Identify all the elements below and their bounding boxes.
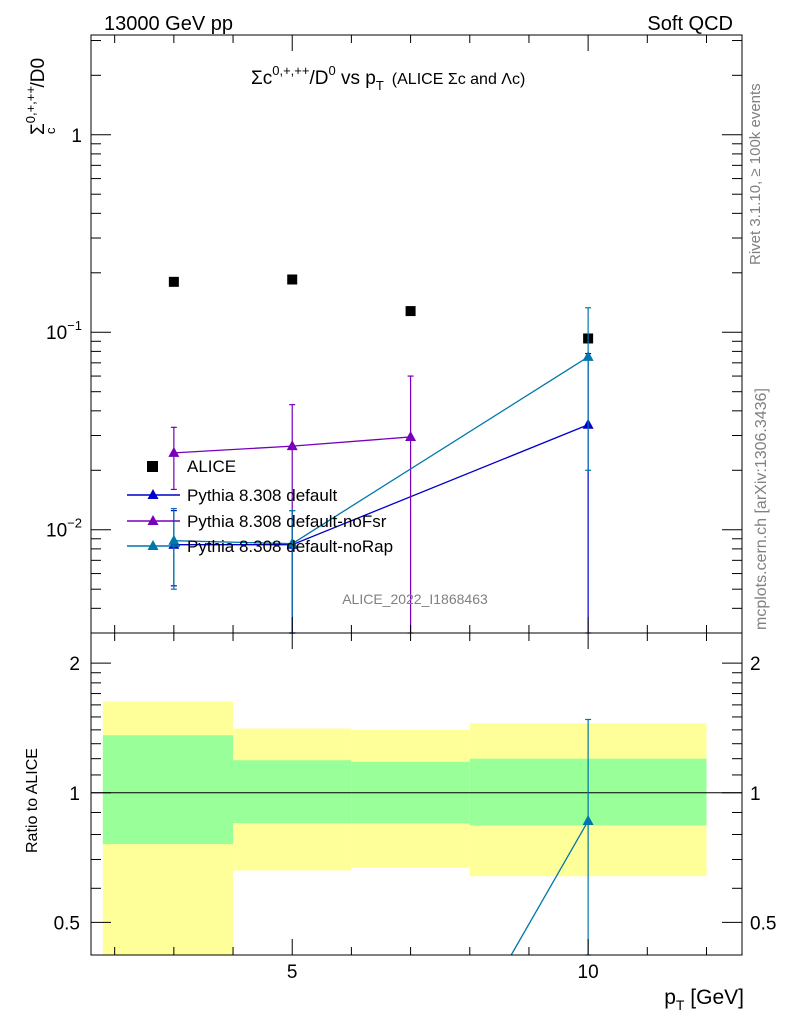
main-point-data-2: [405, 306, 416, 317]
ratio-ytick-label-right-2: 0.5: [750, 913, 776, 934]
main-plot-panel: Σc0,+,++/D0 vs pT (ALICE Σc and Λc) Σ0,+,…: [23, 58, 594, 634]
xlabel-sub: T: [676, 997, 685, 1013]
xlabel-main: p: [664, 986, 676, 1009]
rivet-version-label: Rivet 3.1.10, ≥ 100k events: [747, 83, 764, 265]
main-point-noFsr-0: [168, 446, 180, 457]
main-ytick-label-base-2: 10: [46, 521, 67, 542]
legend-label-norap: Pythia 8.308 default-noRap: [187, 537, 393, 556]
mcplots-label: mcplots.cern.ch [arXiv:1306.3436]: [753, 388, 770, 630]
x-tick-label-1: 10: [578, 962, 599, 983]
ratio-line-noRap: [510, 820, 589, 956]
main-ytick-label-exp-1: −1: [67, 318, 82, 333]
title-vs: vs p: [336, 68, 376, 89]
ratio-point-noRap-1: [582, 814, 594, 825]
legend-marker-nofsr: [147, 515, 159, 525]
ratio-plot-panel: Ratio to ALICE pT [GeV]: [24, 701, 744, 1013]
ylabel-main: Σ: [28, 123, 49, 135]
ratio-ylabel: Ratio to ALICE: [24, 748, 41, 853]
ratio-plot-frame: [90, 632, 743, 956]
legend: ALICE Pythia 8.308 default Pythia 8.308 …: [127, 457, 393, 556]
title-sup1: 0,+,++: [272, 63, 309, 78]
legend-marker-norap: [147, 540, 159, 550]
title-sup2: 0: [328, 63, 335, 78]
main-point-noFsr-1: [286, 440, 298, 451]
ratio-ytick-label-left-0: 2: [69, 654, 80, 675]
xlabel-rest: [GeV]: [684, 986, 744, 1009]
main-ytick-label-1: 10−1: [46, 318, 82, 344]
ylabel-rest: /D0: [28, 58, 49, 88]
main-ylabel: Σ0,+,++ c/D0: [23, 58, 58, 135]
ratio-xlabel: pT [GeV]: [664, 986, 744, 1013]
title-mid: /D: [309, 68, 328, 89]
title-main: Σc: [251, 68, 272, 89]
ratio-band-inner-1: [233, 760, 352, 824]
ratio-ytick-label-left-1: 1: [69, 784, 80, 805]
ratio-ytick-label-right-0: 2: [750, 654, 761, 675]
title-sub: T: [376, 78, 384, 93]
x-tick-label-0: 5: [287, 962, 298, 983]
ylabel-sup: 0,+,++: [23, 86, 38, 123]
main-plot-marks: [168, 274, 594, 634]
main-point-data-1: [287, 274, 298, 285]
main-ytick-label-base-1: 10: [46, 323, 67, 344]
main-ytick-label-0: 1: [71, 126, 82, 147]
header-left: 13000 GeV pp: [104, 13, 233, 35]
ylabel-sub: c: [43, 127, 58, 134]
main-ytick-label-exp-2: −2: [67, 516, 82, 531]
ratio-ytick-label-right-1: 1: [750, 784, 761, 805]
main-ytick-label-2: 10−2: [46, 516, 82, 542]
plot-title: Σc0,+,++/D0 vs pT (ALICE Σc and Λc): [251, 63, 525, 93]
analysis-watermark: ALICE_2022_I1868463: [342, 591, 488, 607]
ratio-ytick-label-left-2: 0.5: [54, 913, 80, 934]
header-right: Soft QCD: [647, 13, 733, 35]
main-point-noRap-0: [168, 534, 180, 545]
legend-label-nofsr: Pythia 8.308 default-noFsr: [187, 512, 387, 531]
legend-marker-default: [147, 489, 159, 499]
main-point-noRap-1: [286, 537, 298, 548]
legend-marker-alice: [147, 461, 158, 472]
legend-label-alice: ALICE: [187, 457, 236, 476]
main-point-noRap-2: [582, 350, 594, 361]
main-point-noFsr-2: [405, 430, 417, 441]
ratio-plot-marks: [91, 701, 742, 956]
legend-label-default: Pythia 8.308 default: [187, 486, 338, 505]
main-point-data-0: [168, 276, 179, 287]
ratio-band-inner-0: [102, 735, 234, 845]
title-paren: (ALICE Σc and Λc): [392, 71, 526, 88]
